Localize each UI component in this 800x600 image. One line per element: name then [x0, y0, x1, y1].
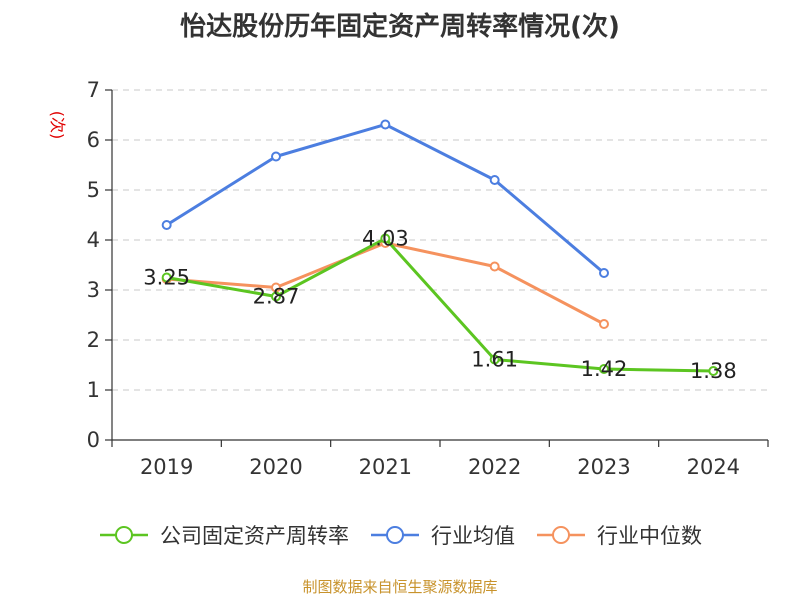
y-tick-label: 5	[87, 178, 100, 202]
data-point	[489, 354, 500, 365]
data-point	[599, 268, 609, 278]
x-tick-label: 2022	[468, 455, 521, 479]
y-tick-label: 6	[87, 128, 100, 152]
source-note: 制图数据来自恒生聚源数据库	[302, 578, 498, 596]
data-point	[599, 364, 609, 374]
data-point	[161, 220, 172, 230]
y-tick-label: 7	[87, 78, 100, 102]
chart-title: 怡达股份历年固定资产周转率情况(次)	[180, 12, 620, 42]
data-point	[161, 272, 172, 283]
x-tick-label: 2020	[249, 455, 302, 479]
y-tick-label: 4	[87, 228, 100, 252]
data-label: 2.87	[253, 285, 300, 309]
data-point	[271, 291, 281, 302]
data-label: 1.38	[690, 359, 737, 383]
x-tick-label: 2019	[140, 455, 193, 479]
data-label: 1.42	[581, 357, 628, 381]
legend-label-company: 公司固定资产周转率	[160, 524, 349, 548]
y-tick-label: 1	[87, 378, 100, 402]
data-point	[271, 151, 281, 162]
series-line-2	[166, 241, 605, 326]
chart-plot: 0 1 2 3 4 5 6 7 (次) 2019 2020 2021 2022 2023 2024 3.25 2…	[48, 78, 769, 479]
legend-symbol-industry-avg	[371, 526, 419, 544]
y-axis-label: (次)	[48, 111, 67, 140]
x-tick-label: 2021	[359, 455, 412, 479]
legend-symbol-industry-median	[537, 526, 585, 544]
legend-symbol-company	[100, 526, 148, 544]
series-line-0	[166, 237, 714, 373]
data-point	[380, 119, 391, 130]
data-label: 4.03	[362, 227, 409, 251]
data-point	[708, 366, 719, 376]
x-tick-label: 2024	[687, 455, 740, 479]
legend-item-industry-avg[interactable]: 行业均值	[369, 520, 515, 550]
series-line-1	[165, 123, 605, 275]
legend-label-industry-avg: 行业均值	[431, 524, 515, 548]
data-point	[489, 175, 500, 185]
legend-item-industry-median[interactable]: 行业中位数	[535, 520, 702, 550]
legend-item-company[interactable]: 公司固定资产周转率	[98, 520, 349, 550]
y-tick-label: 2	[87, 328, 100, 352]
data-point	[489, 261, 500, 272]
data-label: 3.25	[143, 266, 190, 290]
x-tick-label: 2023	[577, 455, 630, 479]
data-point	[380, 233, 391, 244]
legend: 公司固定资产周转率 行业均值 行业中位数	[0, 520, 800, 550]
data-point	[599, 319, 609, 329]
y-tick-label: 0	[87, 428, 100, 452]
legend-label-industry-median: 行业中位数	[597, 524, 702, 548]
y-tick-label: 3	[87, 278, 100, 302]
data-label: 1.61	[471, 348, 518, 372]
